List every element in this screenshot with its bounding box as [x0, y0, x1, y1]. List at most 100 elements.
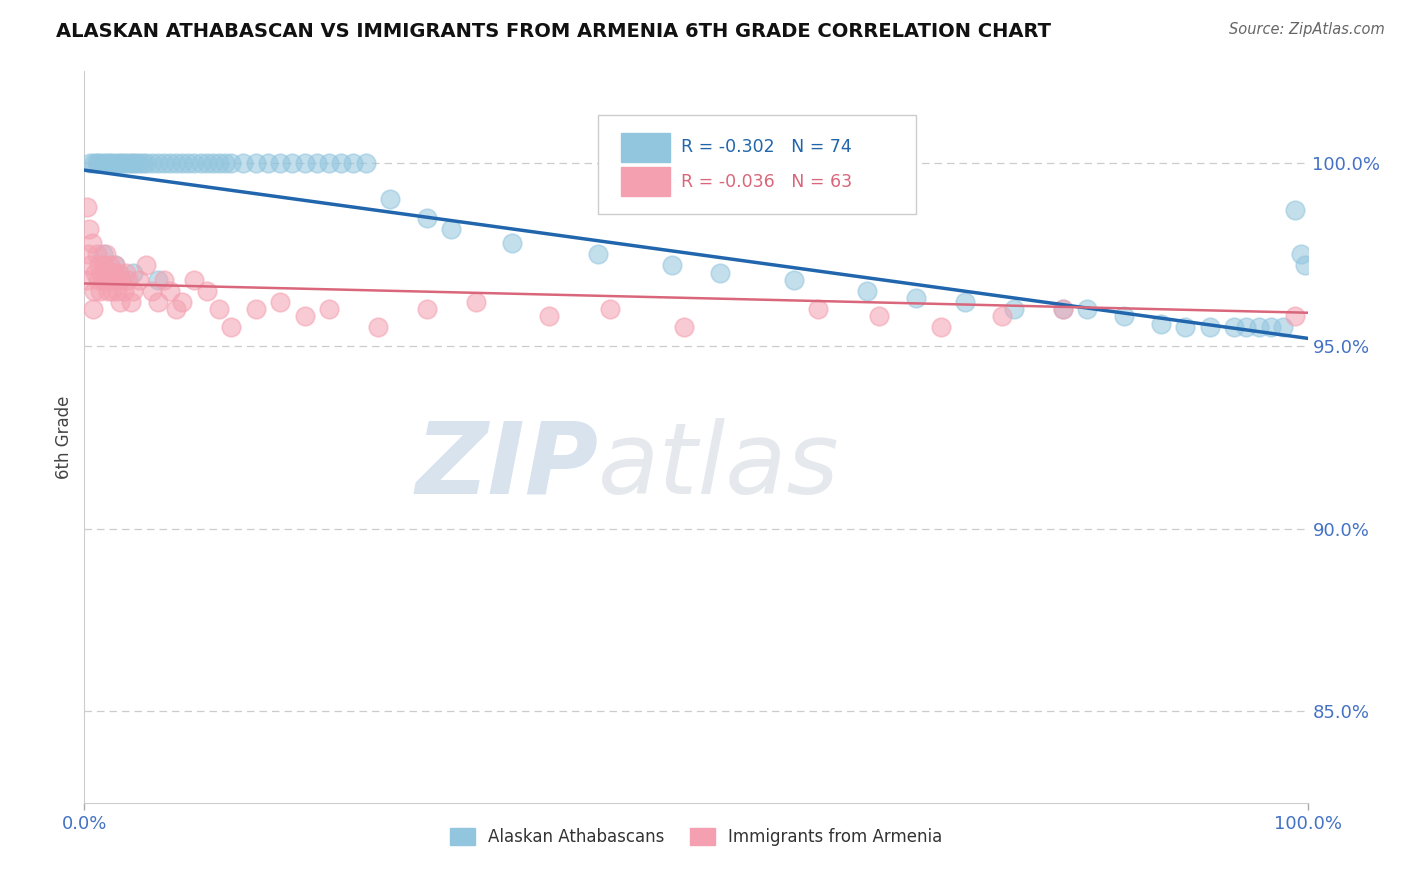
FancyBboxPatch shape	[621, 133, 671, 162]
Point	[104, 258, 127, 272]
Point	[128, 156, 150, 170]
Point	[112, 156, 135, 170]
Point	[342, 156, 364, 170]
Point	[538, 310, 561, 324]
Point	[100, 156, 122, 170]
Point	[108, 294, 131, 309]
Point	[1052, 302, 1074, 317]
Point	[87, 258, 110, 272]
Point	[245, 302, 267, 317]
Point	[76, 273, 98, 287]
Point	[783, 273, 806, 287]
Point	[281, 156, 304, 170]
Point	[177, 156, 200, 170]
Point	[214, 156, 236, 170]
Point	[380, 193, 402, 207]
Point	[367, 320, 389, 334]
Y-axis label: 6th Grade: 6th Grade	[55, 395, 73, 479]
Point	[101, 284, 124, 298]
Point	[1052, 302, 1074, 317]
Point	[83, 284, 105, 298]
Point	[112, 284, 135, 298]
Point	[219, 320, 242, 334]
Point	[330, 156, 353, 170]
Point	[159, 284, 181, 298]
Point	[219, 156, 242, 170]
Point	[1247, 320, 1270, 334]
Point	[953, 294, 976, 309]
Point	[661, 258, 683, 272]
Point	[305, 156, 328, 170]
Point	[105, 273, 128, 287]
Point	[856, 284, 879, 298]
Point	[96, 247, 118, 261]
Point	[1076, 302, 1098, 317]
Point	[103, 266, 125, 280]
Point	[97, 284, 120, 298]
Point	[294, 156, 316, 170]
Point	[440, 221, 463, 235]
Point	[318, 302, 340, 317]
Point	[122, 266, 145, 280]
Point	[77, 221, 100, 235]
Point	[141, 156, 163, 170]
Point	[1236, 320, 1258, 334]
Point	[905, 291, 928, 305]
Point	[1272, 320, 1295, 334]
Point	[318, 156, 340, 170]
Point	[502, 236, 524, 251]
Point	[94, 273, 117, 287]
Point	[294, 310, 316, 324]
Point	[110, 156, 132, 170]
Point	[1294, 258, 1316, 272]
Point	[86, 156, 108, 170]
Point	[208, 302, 231, 317]
Text: R = -0.036   N = 63: R = -0.036 N = 63	[682, 173, 852, 191]
Point	[128, 273, 150, 287]
Point	[1223, 320, 1246, 334]
Point	[586, 247, 609, 261]
Point	[1002, 302, 1025, 317]
Point	[91, 156, 114, 170]
Point	[146, 156, 169, 170]
Point	[190, 156, 212, 170]
Point	[208, 156, 231, 170]
Point	[709, 266, 731, 280]
Point	[91, 247, 114, 261]
Text: ALASKAN ATHABASCAN VS IMMIGRANTS FROM ARMENIA 6TH GRADE CORRELATION CHART: ALASKAN ATHABASCAN VS IMMIGRANTS FROM AR…	[56, 22, 1052, 41]
Point	[87, 273, 110, 287]
Point	[120, 156, 142, 170]
Point	[90, 266, 112, 280]
Point	[153, 156, 176, 170]
Point	[146, 273, 169, 287]
Point	[146, 294, 169, 309]
Point	[107, 156, 129, 170]
Point	[115, 156, 138, 170]
Point	[245, 156, 267, 170]
Point	[153, 273, 176, 287]
Point	[83, 156, 105, 170]
Point	[991, 310, 1014, 324]
Point	[104, 258, 127, 272]
Point	[79, 156, 101, 170]
Point	[257, 156, 280, 170]
Point	[122, 156, 145, 170]
Point	[107, 266, 129, 280]
Point	[97, 156, 120, 170]
Point	[80, 236, 103, 251]
Point	[159, 156, 181, 170]
Point	[84, 266, 107, 280]
Point	[76, 200, 98, 214]
Point	[416, 302, 439, 317]
Point	[135, 258, 157, 272]
Point	[87, 156, 110, 170]
Point	[100, 273, 122, 287]
Point	[77, 247, 100, 261]
Point	[232, 156, 254, 170]
Legend: Alaskan Athabascans, Immigrants from Armenia: Alaskan Athabascans, Immigrants from Arm…	[443, 822, 949, 853]
Point	[172, 294, 194, 309]
Point	[1174, 320, 1197, 334]
Point	[201, 156, 224, 170]
Point	[183, 156, 205, 170]
Point	[269, 156, 291, 170]
